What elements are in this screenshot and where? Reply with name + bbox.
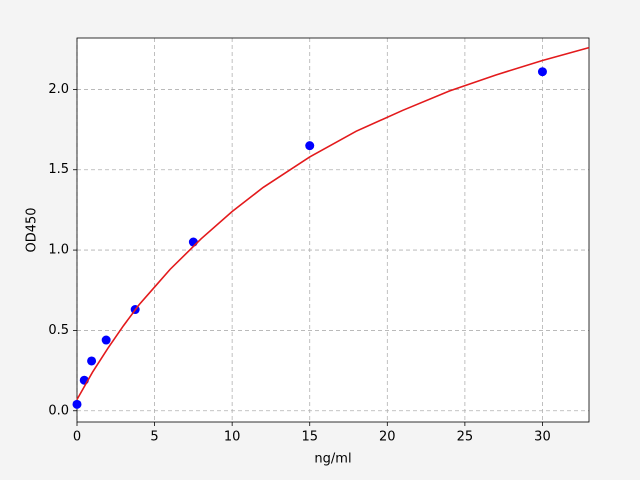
data-point [305,141,315,151]
y-tick-label: 0.5 [48,323,69,338]
x-tick-label: 0 [73,430,81,445]
y-tick-label: 1.5 [48,162,69,177]
x-tick-label: 20 [379,430,396,445]
x-tick-label: 25 [457,430,474,445]
axes-frame [76,37,590,423]
x-tick-label: 10 [224,430,241,445]
x-tick-label: 15 [301,430,318,445]
data-point [87,356,97,366]
y-tick-label: 0.0 [48,403,69,418]
fit-curve [76,46,590,400]
data-point [72,399,82,409]
y-tick-label: 2.0 [48,82,69,97]
plot-area [77,38,589,422]
y-axis-label: OD450 [25,207,40,252]
data-point [537,67,547,77]
data-point [101,335,111,345]
data-point [188,237,198,247]
x-tick-label: 5 [150,430,158,445]
y-tick-label: 1.0 [48,243,69,258]
x-tick-label: 30 [534,430,551,445]
x-axis-label: ng/ml [314,452,351,467]
